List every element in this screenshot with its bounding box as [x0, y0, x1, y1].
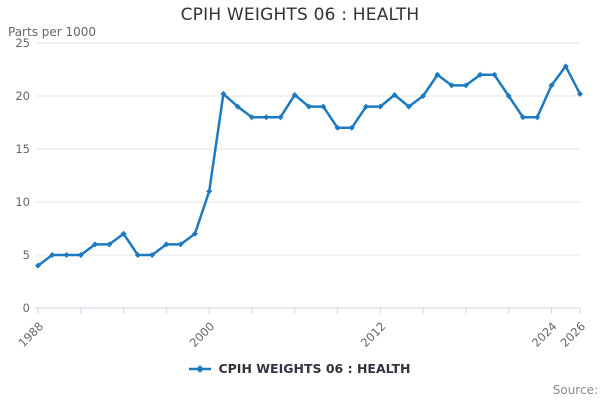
y-tick-label: 10 [15, 195, 30, 209]
data-point-marker[interactable] [405, 103, 412, 110]
data-point-marker[interactable] [448, 82, 455, 89]
data-point-marker[interactable] [577, 90, 583, 97]
data-point-marker[interactable] [49, 252, 56, 258]
legend-label: CPIH WEIGHTS 06 : HEALTH [218, 361, 411, 376]
data-point-marker[interactable] [334, 124, 341, 131]
data-point-marker[interactable] [519, 114, 526, 121]
data-point-marker[interactable] [134, 252, 141, 258]
data-point-marker[interactable] [149, 252, 156, 258]
data-point-marker[interactable] [248, 114, 255, 121]
x-axis [35, 307, 581, 314]
data-point-marker[interactable] [120, 230, 127, 237]
x-tick-label: 2000 [187, 319, 218, 350]
chart-title: CPIH WEIGHTS 06 : HEALTH [180, 5, 420, 25]
data-point-marker[interactable] [534, 114, 541, 121]
y-tick-label: 25 [15, 36, 30, 50]
gridlines [36, 42, 580, 256]
x-tick-label: 2024 [529, 319, 560, 350]
y-axis-title: Parts per 1000 [8, 25, 97, 39]
y-axis-tick-labels: 0 5 10 15 20 25 [15, 36, 30, 315]
source-label: Source: [552, 383, 598, 397]
data-point-marker[interactable] [306, 103, 312, 110]
series-line[interactable] [35, 63, 583, 269]
data-point-marker[interactable] [462, 82, 469, 89]
x-tick-label: 2012 [358, 319, 389, 350]
data-point-marker[interactable] [377, 103, 384, 110]
data-point-marker[interactable] [163, 241, 170, 248]
data-point-marker[interactable] [234, 103, 241, 110]
data-point-marker[interactable] [291, 91, 298, 98]
legend-item[interactable]: CPIH WEIGHTS 06 : HEALTH [0, 361, 600, 376]
x-tick-label: 2026 [558, 319, 589, 350]
data-point-marker[interactable] [420, 93, 427, 99]
y-tick-label: 15 [15, 142, 30, 156]
y-tick-label: 5 [23, 248, 30, 262]
data-point-marker[interactable] [391, 91, 398, 98]
data-point-marker[interactable] [548, 82, 555, 89]
data-point-marker[interactable] [320, 103, 327, 110]
data-point-marker[interactable] [348, 124, 355, 131]
data-point-marker[interactable] [277, 114, 284, 121]
data-point-marker[interactable] [363, 103, 370, 110]
data-point-marker[interactable] [477, 71, 484, 78]
data-point-marker[interactable] [63, 252, 70, 258]
data-point-marker[interactable] [77, 252, 84, 258]
legend-line-marker-icon [189, 364, 212, 373]
y-tick-label: 20 [15, 89, 30, 103]
data-point-marker[interactable] [92, 241, 99, 248]
data-point-marker[interactable] [434, 71, 441, 78]
data-point-marker[interactable] [191, 230, 198, 237]
y-tick-label: 0 [23, 301, 30, 315]
data-point-marker[interactable] [35, 262, 41, 269]
data-point-marker[interactable] [505, 93, 512, 99]
data-point-marker[interactable] [206, 188, 213, 195]
data-point-marker[interactable] [263, 114, 270, 121]
data-point-marker[interactable] [106, 241, 113, 248]
data-point-marker[interactable] [562, 63, 569, 70]
data-point-marker[interactable] [491, 71, 498, 78]
data-point-marker[interactable] [220, 90, 227, 97]
data-point-marker[interactable] [177, 241, 184, 248]
x-tick-label: 1988 [16, 319, 47, 350]
